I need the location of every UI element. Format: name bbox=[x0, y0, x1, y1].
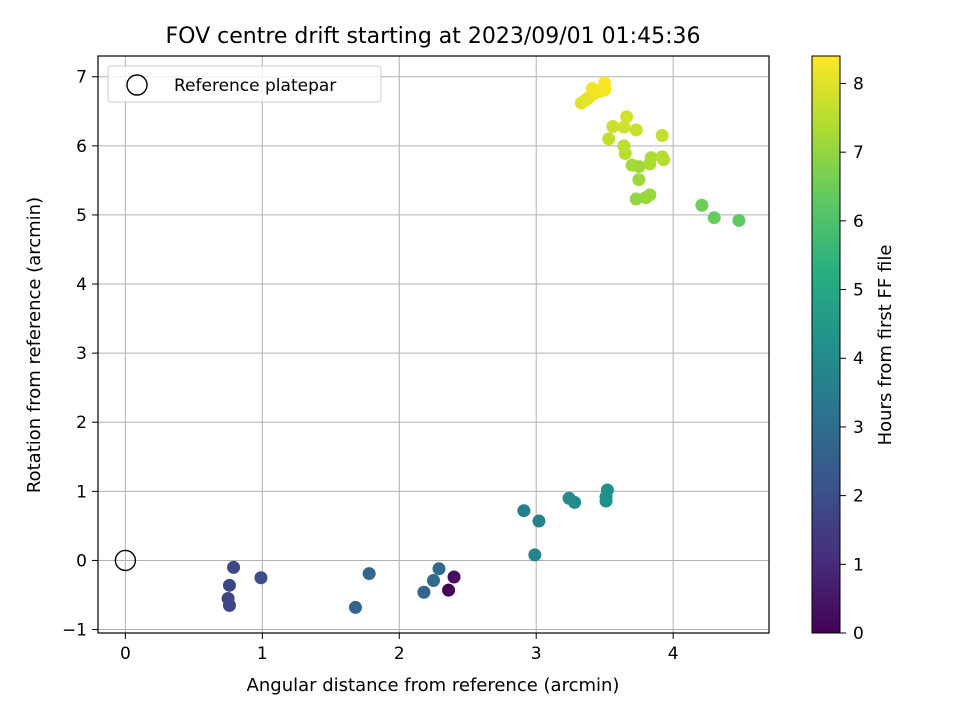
x-ticks: 0 1 2 3 4 bbox=[120, 633, 679, 664]
x-tick-label: 4 bbox=[668, 644, 679, 664]
legend-box bbox=[107, 65, 382, 103]
data-point bbox=[227, 560, 241, 574]
x-tick-label: 0 bbox=[120, 644, 131, 664]
data-point bbox=[222, 578, 236, 592]
data-point bbox=[617, 139, 631, 153]
x-tick-label: 1 bbox=[257, 644, 268, 664]
data-point bbox=[585, 81, 599, 95]
data-point bbox=[625, 158, 639, 172]
scatter-points bbox=[221, 76, 746, 614]
data-point bbox=[629, 192, 643, 206]
data-point bbox=[606, 119, 620, 133]
data-point bbox=[600, 483, 614, 497]
colorbar-tick-label: 2 bbox=[853, 487, 864, 507]
x-tick-label: 3 bbox=[531, 644, 542, 664]
colorbar-tick-label: 0 bbox=[853, 624, 864, 644]
data-point bbox=[643, 188, 657, 202]
data-point bbox=[568, 495, 582, 509]
colorbar: 0 1 2 3 4 5 6 7 8 Hours from first FF file bbox=[811, 55, 896, 644]
y-tick-label: 2 bbox=[76, 413, 87, 433]
data-point bbox=[602, 132, 616, 146]
data-point bbox=[348, 600, 362, 614]
data-point bbox=[528, 548, 542, 562]
data-point bbox=[517, 504, 531, 518]
x-axis-label: Angular distance from reference (arcmin) bbox=[247, 675, 620, 696]
data-point bbox=[417, 585, 431, 599]
data-point bbox=[732, 213, 746, 227]
data-point bbox=[629, 123, 643, 137]
data-point bbox=[447, 570, 461, 584]
data-point bbox=[532, 514, 546, 528]
colorbar-tick-label: 8 bbox=[853, 74, 864, 94]
plot-frame bbox=[97, 55, 770, 634]
data-point bbox=[655, 150, 669, 164]
data-point bbox=[632, 173, 646, 187]
reference-marker-layer bbox=[114, 549, 137, 572]
x-tick-label: 2 bbox=[394, 644, 405, 664]
legend-label: Reference platepar bbox=[174, 76, 336, 96]
y-tick-label: 0 bbox=[76, 551, 87, 571]
data-point bbox=[644, 151, 658, 165]
data-point bbox=[620, 110, 634, 124]
y-tick-label: 1 bbox=[76, 482, 87, 502]
legend-marker bbox=[126, 74, 148, 96]
data-point bbox=[362, 567, 376, 581]
colorbar-tick-label: 4 bbox=[853, 349, 864, 369]
data-point bbox=[432, 562, 446, 576]
y-ticks: −1 0 1 2 3 4 5 6 7 bbox=[62, 68, 98, 641]
data-point bbox=[707, 211, 721, 225]
legend: Reference platepar bbox=[107, 65, 382, 103]
colorbar-tick-label: 6 bbox=[853, 212, 864, 232]
data-point bbox=[655, 128, 669, 142]
colorbar-tick-label: 5 bbox=[853, 281, 864, 301]
y-tick-label: 3 bbox=[76, 344, 87, 364]
reference-platepar-marker bbox=[114, 549, 137, 572]
data-point bbox=[254, 571, 268, 585]
grid bbox=[98, 56, 769, 633]
data-point bbox=[427, 573, 440, 587]
y-tick-label: 5 bbox=[76, 206, 87, 226]
colorbar-tick-label: 3 bbox=[853, 418, 864, 438]
colorbar-gradient bbox=[811, 55, 841, 634]
data-point bbox=[221, 591, 235, 605]
colorbar-tick-label: 1 bbox=[853, 555, 864, 575]
data-point bbox=[598, 76, 612, 90]
data-point bbox=[442, 583, 456, 597]
y-axis-label: Rotation from reference (arcmin) bbox=[24, 197, 45, 493]
chart-title: FOV centre drift starting at 2023/09/01 … bbox=[166, 24, 701, 49]
y-tick-label: 4 bbox=[76, 275, 87, 295]
data-point bbox=[617, 120, 631, 134]
y-tick-label: 6 bbox=[76, 137, 87, 157]
y-tick-label: −1 bbox=[62, 621, 87, 641]
colorbar-label: Hours from first FF file bbox=[875, 245, 896, 446]
colorbar-tick-label: 7 bbox=[853, 143, 864, 163]
colorbar-ticks: 0 1 2 3 4 5 6 7 8 bbox=[840, 74, 864, 644]
y-tick-label: 7 bbox=[76, 68, 87, 88]
data-point bbox=[695, 198, 709, 212]
